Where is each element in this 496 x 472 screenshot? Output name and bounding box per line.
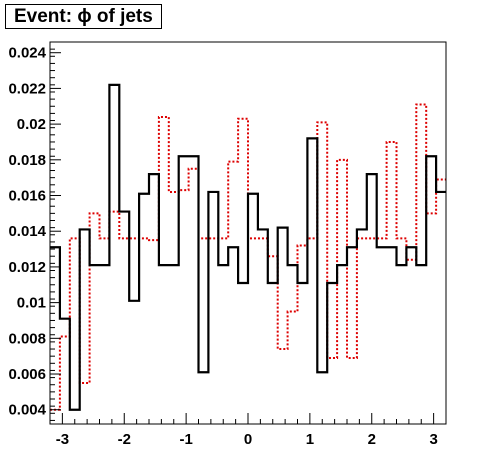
y-tick-label: 0.014	[8, 223, 46, 240]
axis-layer: -3 -2 -1 0 1 2 3 0.004 0.006 0.008 0.01 0.012 0.014 0…	[8, 45, 447, 448]
series-black-solid-line	[50, 83, 446, 411]
x-tick-label: 3	[429, 431, 437, 448]
y-tick-label: 0.01	[17, 295, 46, 312]
x-tick-label: 0	[244, 431, 252, 448]
y-tick-label: 0.018	[8, 152, 46, 169]
y-tick-label: 0.016	[8, 188, 46, 205]
y-tick-label: 0.024	[8, 45, 46, 62]
y-tick-label: 0.012	[8, 259, 46, 276]
x-tick-label: 2	[368, 431, 376, 448]
y-tick-label: 0.022	[8, 80, 46, 97]
y-tick-label: 0.008	[8, 330, 46, 347]
x-tick-label: -2	[118, 431, 131, 448]
series-layer	[50, 83, 446, 411]
x-tick-label: 1	[306, 431, 314, 448]
y-tick-label: 0.02	[17, 116, 46, 133]
x-tick-label: -3	[56, 431, 69, 448]
y-tick-label: 0.006	[8, 366, 46, 383]
chart-title: Event: ϕ of jets	[5, 4, 162, 29]
x-tick-label: -1	[179, 431, 192, 448]
y-tick-label: 0.004	[8, 402, 46, 419]
